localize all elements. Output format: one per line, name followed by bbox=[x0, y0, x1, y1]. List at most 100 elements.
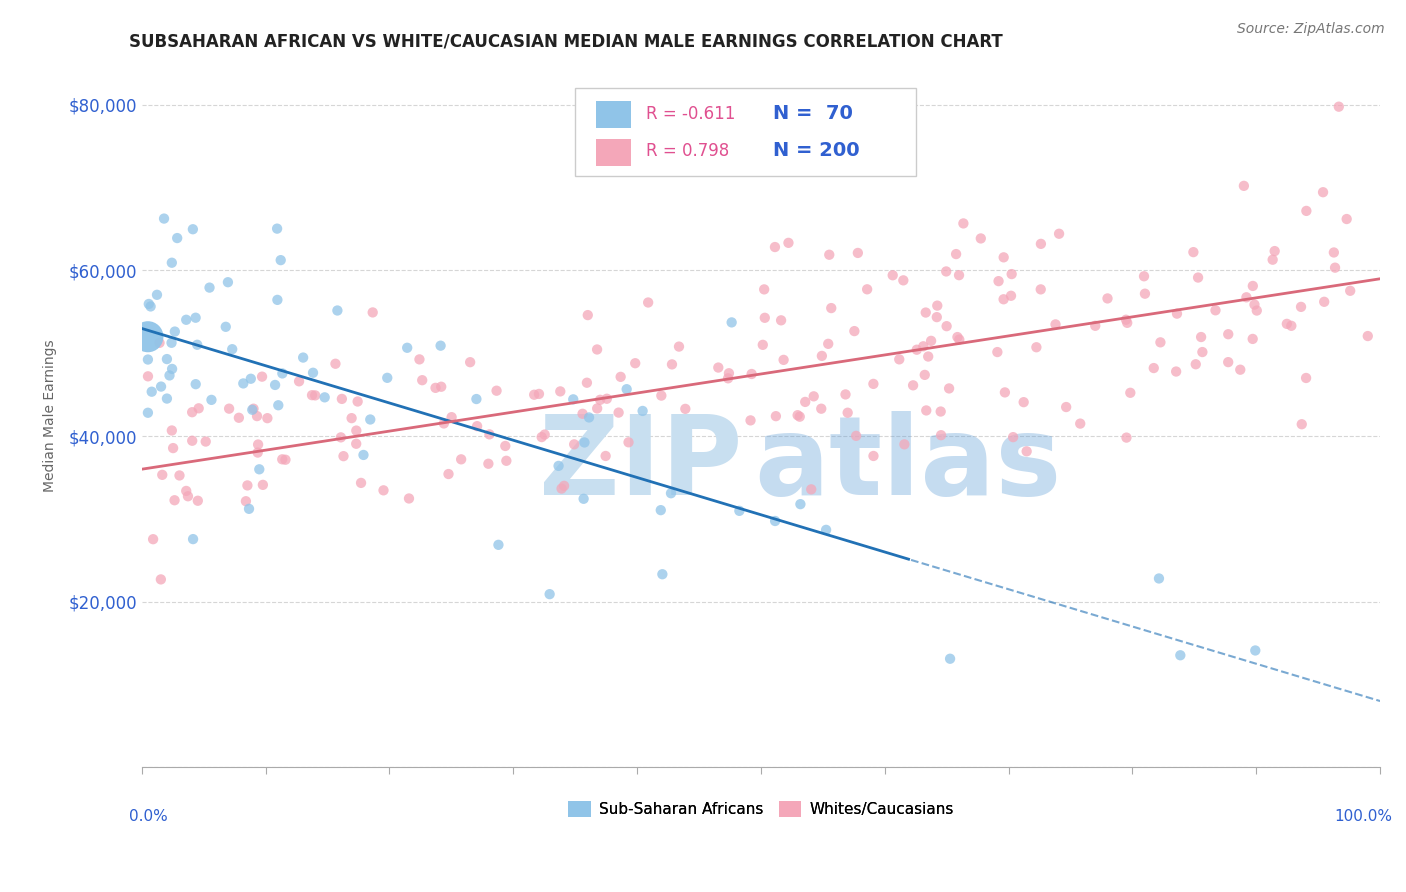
Point bbox=[948, 268, 970, 282]
Point bbox=[1205, 303, 1227, 318]
Point bbox=[837, 406, 859, 420]
Point bbox=[304, 388, 326, 402]
Point bbox=[477, 457, 499, 471]
Point bbox=[1339, 284, 1361, 298]
Point bbox=[794, 395, 817, 409]
Point bbox=[186, 338, 208, 352]
Point bbox=[344, 436, 367, 450]
Point bbox=[136, 406, 159, 420]
Legend: Sub-Saharan Africans, Whites/Caucasians: Sub-Saharan Africans, Whites/Caucasians bbox=[562, 795, 959, 823]
Point bbox=[1084, 318, 1107, 333]
Point bbox=[1054, 400, 1077, 414]
Point bbox=[250, 369, 273, 384]
Point bbox=[495, 454, 517, 468]
Point bbox=[430, 380, 453, 394]
Point bbox=[523, 388, 546, 402]
Point bbox=[485, 384, 508, 398]
Point bbox=[247, 437, 270, 451]
Point bbox=[238, 501, 260, 516]
Point bbox=[993, 293, 1015, 307]
Point bbox=[458, 355, 481, 369]
Point bbox=[166, 231, 188, 245]
Point bbox=[548, 384, 571, 399]
Point bbox=[142, 532, 165, 546]
Point bbox=[325, 357, 347, 371]
Point bbox=[856, 282, 879, 296]
Point bbox=[1279, 318, 1302, 333]
Point bbox=[1133, 286, 1156, 301]
Point bbox=[1015, 444, 1038, 458]
Point bbox=[1116, 316, 1139, 330]
Point bbox=[247, 462, 270, 476]
Point bbox=[181, 405, 204, 419]
Point bbox=[800, 483, 823, 497]
Text: R = 0.798: R = 0.798 bbox=[645, 142, 728, 160]
Point bbox=[266, 221, 288, 235]
Point bbox=[488, 538, 510, 552]
Point bbox=[607, 406, 630, 420]
Point bbox=[946, 330, 969, 344]
Point bbox=[1218, 355, 1240, 369]
Point bbox=[292, 351, 315, 365]
Point bbox=[396, 341, 419, 355]
Point bbox=[156, 352, 179, 367]
Point bbox=[270, 253, 292, 268]
Point bbox=[553, 479, 575, 493]
Point bbox=[789, 497, 811, 511]
Point bbox=[1313, 294, 1336, 309]
Bar bbox=[596, 102, 631, 128]
Point bbox=[589, 392, 612, 407]
Point bbox=[163, 325, 186, 339]
Point bbox=[530, 430, 553, 444]
Point bbox=[717, 371, 740, 385]
Point bbox=[815, 523, 838, 537]
Point bbox=[818, 248, 841, 262]
Point bbox=[252, 478, 274, 492]
Point bbox=[1133, 269, 1156, 284]
Point bbox=[1229, 362, 1251, 376]
Text: ZIP: ZIP bbox=[538, 411, 742, 518]
Point bbox=[494, 439, 516, 453]
Point bbox=[970, 231, 993, 245]
Point bbox=[1001, 267, 1024, 281]
Point bbox=[1047, 227, 1070, 241]
Point bbox=[650, 503, 672, 517]
Point bbox=[763, 240, 786, 254]
Point bbox=[266, 293, 288, 307]
Point bbox=[1295, 203, 1317, 218]
Point bbox=[912, 339, 935, 353]
Point bbox=[717, 366, 740, 380]
Point bbox=[228, 410, 250, 425]
Point bbox=[1327, 100, 1350, 114]
Point bbox=[1289, 300, 1312, 314]
Point bbox=[952, 216, 974, 230]
Point bbox=[616, 382, 638, 396]
Point bbox=[1149, 335, 1171, 350]
Point bbox=[478, 427, 501, 442]
Point bbox=[728, 504, 751, 518]
Point bbox=[935, 319, 957, 334]
Point bbox=[1115, 431, 1137, 445]
Text: N =  70: N = 70 bbox=[773, 104, 853, 123]
Point bbox=[150, 467, 173, 482]
Point bbox=[754, 310, 776, 325]
Point bbox=[465, 419, 488, 434]
Point bbox=[326, 303, 349, 318]
Point bbox=[1025, 340, 1047, 354]
Point bbox=[1029, 236, 1052, 251]
Point bbox=[433, 417, 456, 431]
Point bbox=[1295, 371, 1317, 385]
Point bbox=[889, 352, 911, 367]
Point bbox=[720, 315, 742, 329]
Point bbox=[770, 313, 793, 327]
Point bbox=[661, 358, 683, 372]
Point bbox=[929, 428, 952, 442]
Point bbox=[845, 429, 868, 443]
Point bbox=[939, 651, 962, 665]
Point bbox=[148, 335, 170, 350]
Point bbox=[246, 409, 269, 423]
Point bbox=[1045, 318, 1067, 332]
Point bbox=[538, 587, 561, 601]
Point bbox=[373, 483, 395, 498]
Point bbox=[1168, 648, 1191, 663]
